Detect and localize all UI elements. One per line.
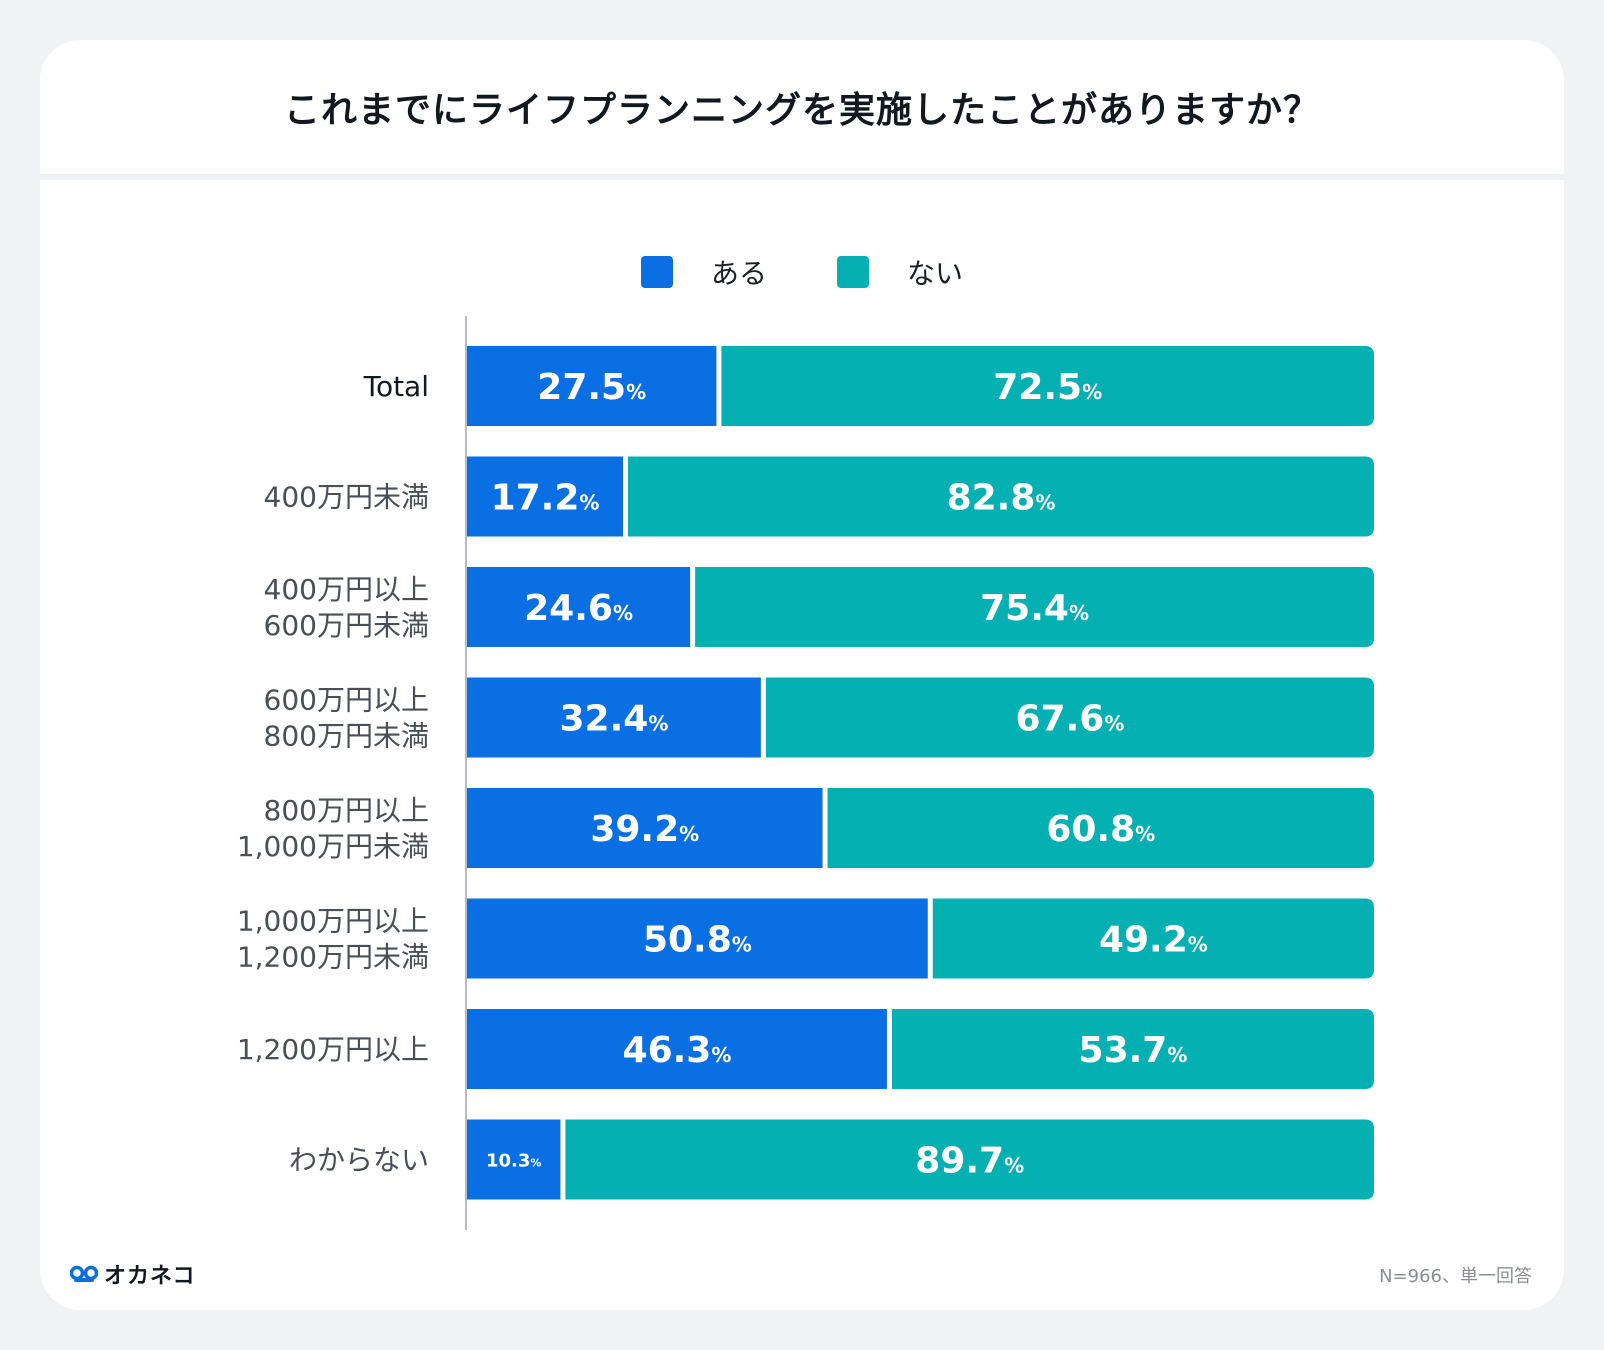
value-label-aru: 17.2% <box>491 478 600 519</box>
bar-aru <box>467 456 624 537</box>
bar-aru <box>467 346 717 426</box>
legend-item-nai: ない <box>837 252 963 292</box>
bar-nai <box>765 677 1374 758</box>
brand-logo: オカネコ <box>70 1258 196 1290</box>
value-label-nai: 60.8% <box>1046 809 1155 850</box>
category-label: 800万円以上 <box>264 794 429 827</box>
okaneko-logo-icon <box>70 1265 98 1282</box>
legend-swatch-aru <box>640 256 673 288</box>
category-label: 400万円未満 <box>264 481 429 514</box>
value-label-nai: 89.7% <box>915 1141 1024 1182</box>
value-label-nai: 82.8% <box>947 478 1056 519</box>
title-bar: これまでにライフプランニングを実施したことがありますか？ <box>40 40 1564 180</box>
legend-label-nai: ない <box>907 257 964 290</box>
category-label: Total <box>363 370 429 403</box>
category-label: 600万円未満 <box>264 609 429 642</box>
value-label-aru: 24.6% <box>524 588 633 629</box>
value-label-nai: 49.2% <box>1099 920 1208 961</box>
bar-nai <box>932 898 1374 979</box>
bar-nai <box>721 346 1374 426</box>
value-label-nai: 72.5% <box>993 367 1102 408</box>
value-label-aru: 39.2% <box>590 809 699 850</box>
category-label: 800万円未満 <box>264 720 429 753</box>
category-label: 1,000万円未満 <box>237 830 429 863</box>
bar-aru <box>467 1009 887 1089</box>
category-label: 1,000万円以上 <box>237 905 429 938</box>
value-label-nai: 67.6% <box>1015 699 1124 740</box>
legend: ある ない <box>40 252 1564 292</box>
value-label-aru: 46.3% <box>623 1030 732 1071</box>
legend-item-aru: ある <box>640 252 767 292</box>
sample-note: N=966、単一回答 <box>1379 1266 1532 1287</box>
bar-aru <box>467 677 761 758</box>
category-label: 1,200万円以上 <box>237 1033 429 1066</box>
bar-aru <box>467 567 691 647</box>
value-label-aru: 32.4% <box>559 699 668 740</box>
bar-chart: 27.5% 72.5% Total 17.2% 82.8% 400万円未満 24.6% 75.… <box>237 316 1374 1230</box>
brand-name: オカネコ <box>104 1264 196 1289</box>
bar-aru <box>467 1119 561 1200</box>
bar-nai <box>891 1009 1374 1089</box>
value-label-aru: 27.5% <box>537 367 646 408</box>
bar-nai <box>565 1119 1374 1200</box>
legend-label-aru: ある <box>710 257 767 290</box>
bar-aru <box>467 898 928 979</box>
category-label: 400万円以上 <box>264 573 429 606</box>
bar-nai <box>827 788 1374 868</box>
value-label-aru: 10.3% <box>486 1151 541 1172</box>
bar-nai <box>695 567 1374 647</box>
category-label: 600万円以上 <box>264 684 429 717</box>
category-label: 1,200万円未満 <box>237 941 429 974</box>
chart-title: これまでにライフプランニングを実施したことがありますか？ <box>283 90 1320 131</box>
value-label-aru: 50.8% <box>643 920 752 961</box>
bar-aru <box>467 788 823 868</box>
value-label-nai: 75.4% <box>980 588 1089 629</box>
bar-nai <box>628 456 1374 537</box>
chart-card: これまでにライフプランニングを実施したことがありますか？ ある ない 27.5%… <box>40 40 1564 1310</box>
category-label: わからない <box>289 1144 429 1177</box>
legend-swatch-nai <box>837 256 869 288</box>
value-label-nai: 53.7% <box>1079 1030 1188 1071</box>
